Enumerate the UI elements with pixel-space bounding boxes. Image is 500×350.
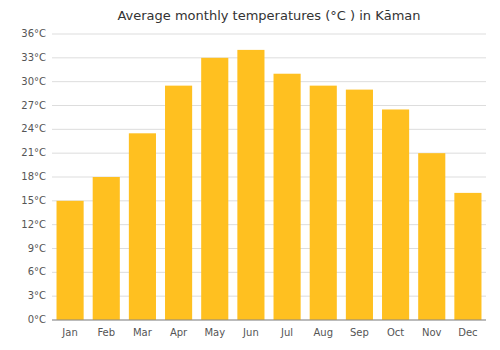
- grid-line: [52, 81, 486, 82]
- chart-svg: Average monthly temperatures (°C ) in Kā…: [0, 0, 500, 350]
- bar: [418, 153, 445, 320]
- y-tick-label: 0°C: [28, 314, 46, 325]
- bar: [310, 86, 337, 320]
- grid-line: [52, 34, 486, 35]
- y-tick-label: 21°C: [21, 147, 46, 158]
- title: Average monthly temperatures (°C ) in Kā…: [117, 8, 420, 23]
- y-tick-label: 9°C: [28, 243, 46, 254]
- y-tick-label: 15°C: [21, 195, 46, 206]
- x-axis-line: [52, 320, 486, 321]
- x-tick-label: Feb: [97, 327, 115, 338]
- y-tick-label: 18°C: [21, 171, 46, 182]
- bar: [129, 133, 156, 320]
- y-tick-label: 30°C: [21, 76, 46, 87]
- x-tick-label: Dec: [458, 327, 477, 338]
- x-tick-label: Jul: [280, 327, 293, 338]
- y-tick-label: 12°C: [21, 219, 46, 230]
- x-tick-label: Nov: [422, 327, 442, 338]
- x-tick-label: Oct: [387, 327, 404, 338]
- x-tick-label: Aug: [313, 327, 333, 338]
- chart-container: Average monthly temperatures (°C ) in Kā…: [0, 0, 500, 350]
- bar: [237, 50, 264, 320]
- bars: [57, 50, 482, 320]
- bar: [165, 86, 192, 320]
- bar: [274, 74, 301, 320]
- bar: [201, 58, 228, 320]
- x-tick-label: Apr: [170, 327, 188, 338]
- y-tick-label: 36°C: [21, 28, 46, 39]
- grid-line: [52, 57, 486, 58]
- grid-line: [52, 129, 486, 130]
- y-tick-label: 24°C: [21, 123, 46, 134]
- x-tick-label: Sep: [350, 327, 369, 338]
- grid: [52, 34, 486, 320]
- bar: [93, 177, 120, 320]
- x-tick-label: Jun: [242, 327, 259, 338]
- grid-line: [52, 320, 486, 321]
- x-tick-label: May: [204, 327, 225, 338]
- x-axis: Jan Feb Mar Apr May Jun Jul Aug Sep Oct Nov Dec: [52, 320, 486, 338]
- bar: [454, 193, 481, 320]
- y-tick-label: 27°C: [21, 100, 46, 111]
- y-axis: 0°C 3°C 6°C 9°C 12°C 15°C 18°C 21°C 24°C 27°C 30°C…: [21, 28, 46, 325]
- y-tick-label: 3°C: [28, 290, 46, 301]
- x-tick-label: Jan: [61, 327, 77, 338]
- bar: [57, 201, 84, 320]
- y-tick-label: 33°C: [21, 52, 46, 63]
- y-tick-label: 6°C: [28, 266, 46, 277]
- grid-line: [52, 105, 486, 106]
- bar: [346, 90, 373, 320]
- bar: [382, 109, 409, 320]
- x-tick-label: Mar: [133, 327, 153, 338]
